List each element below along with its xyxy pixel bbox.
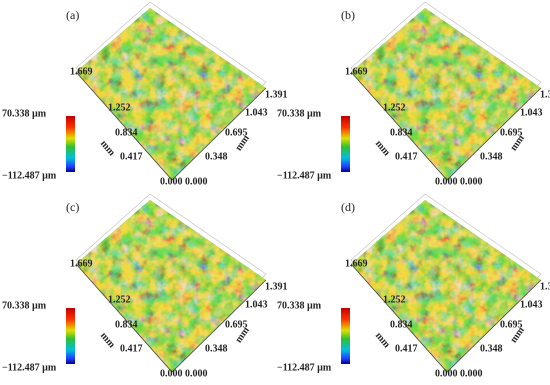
right-tick-label: 1.391 — [540, 89, 550, 100]
left-tick-label: 1.252 — [383, 102, 406, 113]
right-tick-label: 0.000 — [185, 176, 208, 187]
right-tick-label: 0.348 — [480, 343, 503, 354]
right-tick-label: 0.695 — [500, 127, 523, 138]
surface — [351, 8, 541, 180]
right-tick-label: 0.695 — [225, 127, 248, 138]
panel-label: (d) — [341, 200, 355, 214]
left-tick-label: 1.252 — [108, 102, 131, 113]
scale-max: 70.338 µm — [2, 300, 47, 311]
scale-min: −112.487 µm — [277, 362, 332, 373]
panel: (c) 70.338 µm −112.487 µm 1.669 1.252 0.834 0.… — [2, 193, 288, 379]
right-tick-label: 1.043 — [245, 299, 268, 310]
left-tick-label: 0.417 — [120, 343, 143, 354]
left-tick-label: 0.834 — [115, 127, 138, 138]
scale-max: 70.338 µm — [277, 300, 322, 311]
surface — [76, 8, 266, 180]
left-tick-label: 1.669 — [70, 66, 93, 77]
left-unit: mm — [98, 138, 118, 158]
surface — [76, 200, 266, 372]
right-tick-label: 1.391 — [265, 89, 288, 100]
panel-label: (c) — [66, 200, 79, 214]
right-tick-label: 1.391 — [540, 281, 550, 292]
right-tick-label: 1.043 — [520, 299, 543, 310]
scale-min: −112.487 µm — [2, 362, 57, 373]
left-unit: mm — [373, 138, 393, 158]
right-tick-label: 0.348 — [205, 151, 228, 162]
left-tick-label: 0.834 — [390, 319, 413, 330]
left-tick-label: 1.252 — [383, 294, 406, 305]
scale-min: −112.487 µm — [277, 170, 332, 181]
scale-max: 70.338 µm — [2, 108, 47, 119]
right-tick-label: 0.000 — [185, 368, 208, 379]
panel: (d) 70.338 µm −112.487 µm 1.669 1.252 0.834 0.… — [277, 193, 550, 379]
right-tick-label: 0.695 — [225, 319, 248, 330]
right-tick-label: 0.348 — [205, 343, 228, 354]
colorbar — [341, 308, 350, 364]
right-tick-label: 1.043 — [245, 107, 268, 118]
left-tick-label: 0.834 — [115, 319, 138, 330]
left-tick-label: 0.417 — [395, 343, 418, 354]
left-tick-label: 1.669 — [70, 258, 93, 269]
right-tick-label: 0.000 — [460, 368, 483, 379]
colorbar — [66, 116, 75, 172]
scale-min: −112.487 µm — [2, 170, 57, 181]
right-tick-label: 0.348 — [480, 151, 503, 162]
left-tick-label: 1.669 — [345, 66, 368, 77]
scale-max: 70.338 µm — [277, 108, 322, 119]
panel-label: (a) — [66, 8, 79, 22]
right-tick-label: 1.391 — [265, 281, 288, 292]
colorbar — [66, 308, 75, 364]
left-tick-label: 0.834 — [390, 127, 413, 138]
left-tick-label: 1.669 — [345, 258, 368, 269]
left-tick-label: 0.000 — [160, 368, 183, 379]
left-tick-label: 1.252 — [108, 294, 131, 305]
left-unit: mm — [98, 330, 118, 350]
panel-label: (b) — [341, 8, 355, 22]
right-tick-label: 0.695 — [500, 319, 523, 330]
right-tick-label: 1.043 — [520, 107, 543, 118]
panel: (a) 70.338 µm −112.487 µm 1.669 1.252 0.834 0.… — [2, 1, 288, 187]
right-tick-label: 0.000 — [460, 176, 483, 187]
axis-line — [350, 71, 542, 181]
left-tick-label: 0.000 — [160, 176, 183, 187]
panels: (a) 70.338 µm −112.487 µm 1.669 1.252 0.834 0.… — [2, 1, 550, 379]
axis-line — [75, 263, 267, 373]
colorbar — [341, 116, 350, 172]
left-tick-label: 0.000 — [435, 368, 458, 379]
axis-line — [350, 263, 542, 373]
left-tick-label: 0.417 — [120, 151, 143, 162]
left-tick-label: 0.417 — [395, 151, 418, 162]
left-unit: mm — [373, 330, 393, 350]
panel: (b) 70.338 µm −112.487 µm 1.669 1.252 0.834 0.… — [277, 1, 550, 187]
surface — [351, 200, 541, 372]
axis-line — [75, 71, 267, 181]
left-tick-label: 0.000 — [435, 176, 458, 187]
